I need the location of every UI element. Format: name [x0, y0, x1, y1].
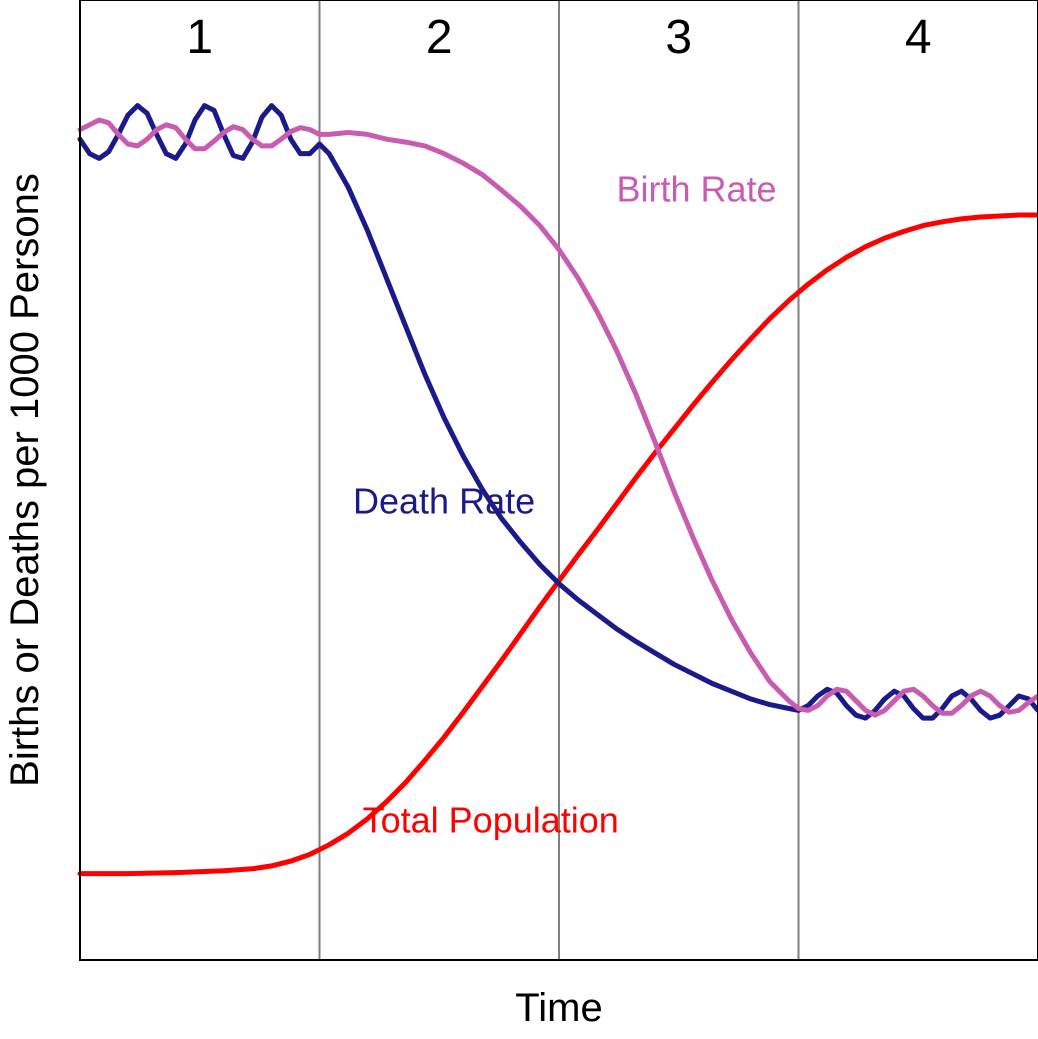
- stage-label-3: 3: [665, 11, 692, 64]
- death-rate-label: Death Rate: [353, 481, 535, 522]
- chart-svg: 1 2 3 4 Birth Rate Death Rate Total Population…: [0, 0, 1038, 1039]
- x-axis-label: Time: [515, 986, 602, 1030]
- birth-rate-label: Birth Rate: [616, 169, 776, 210]
- y-axis-label: Births or Deaths per 1000 Persons: [3, 173, 47, 787]
- demographic-transition-chart: 1 2 3 4 Birth Rate Death Rate Total Population…: [0, 0, 1038, 1039]
- total-population-label: Total Population: [363, 799, 619, 840]
- stage-label-2: 2: [426, 11, 453, 64]
- stage-label-1: 1: [186, 11, 213, 64]
- stage-label-4: 4: [905, 11, 932, 64]
